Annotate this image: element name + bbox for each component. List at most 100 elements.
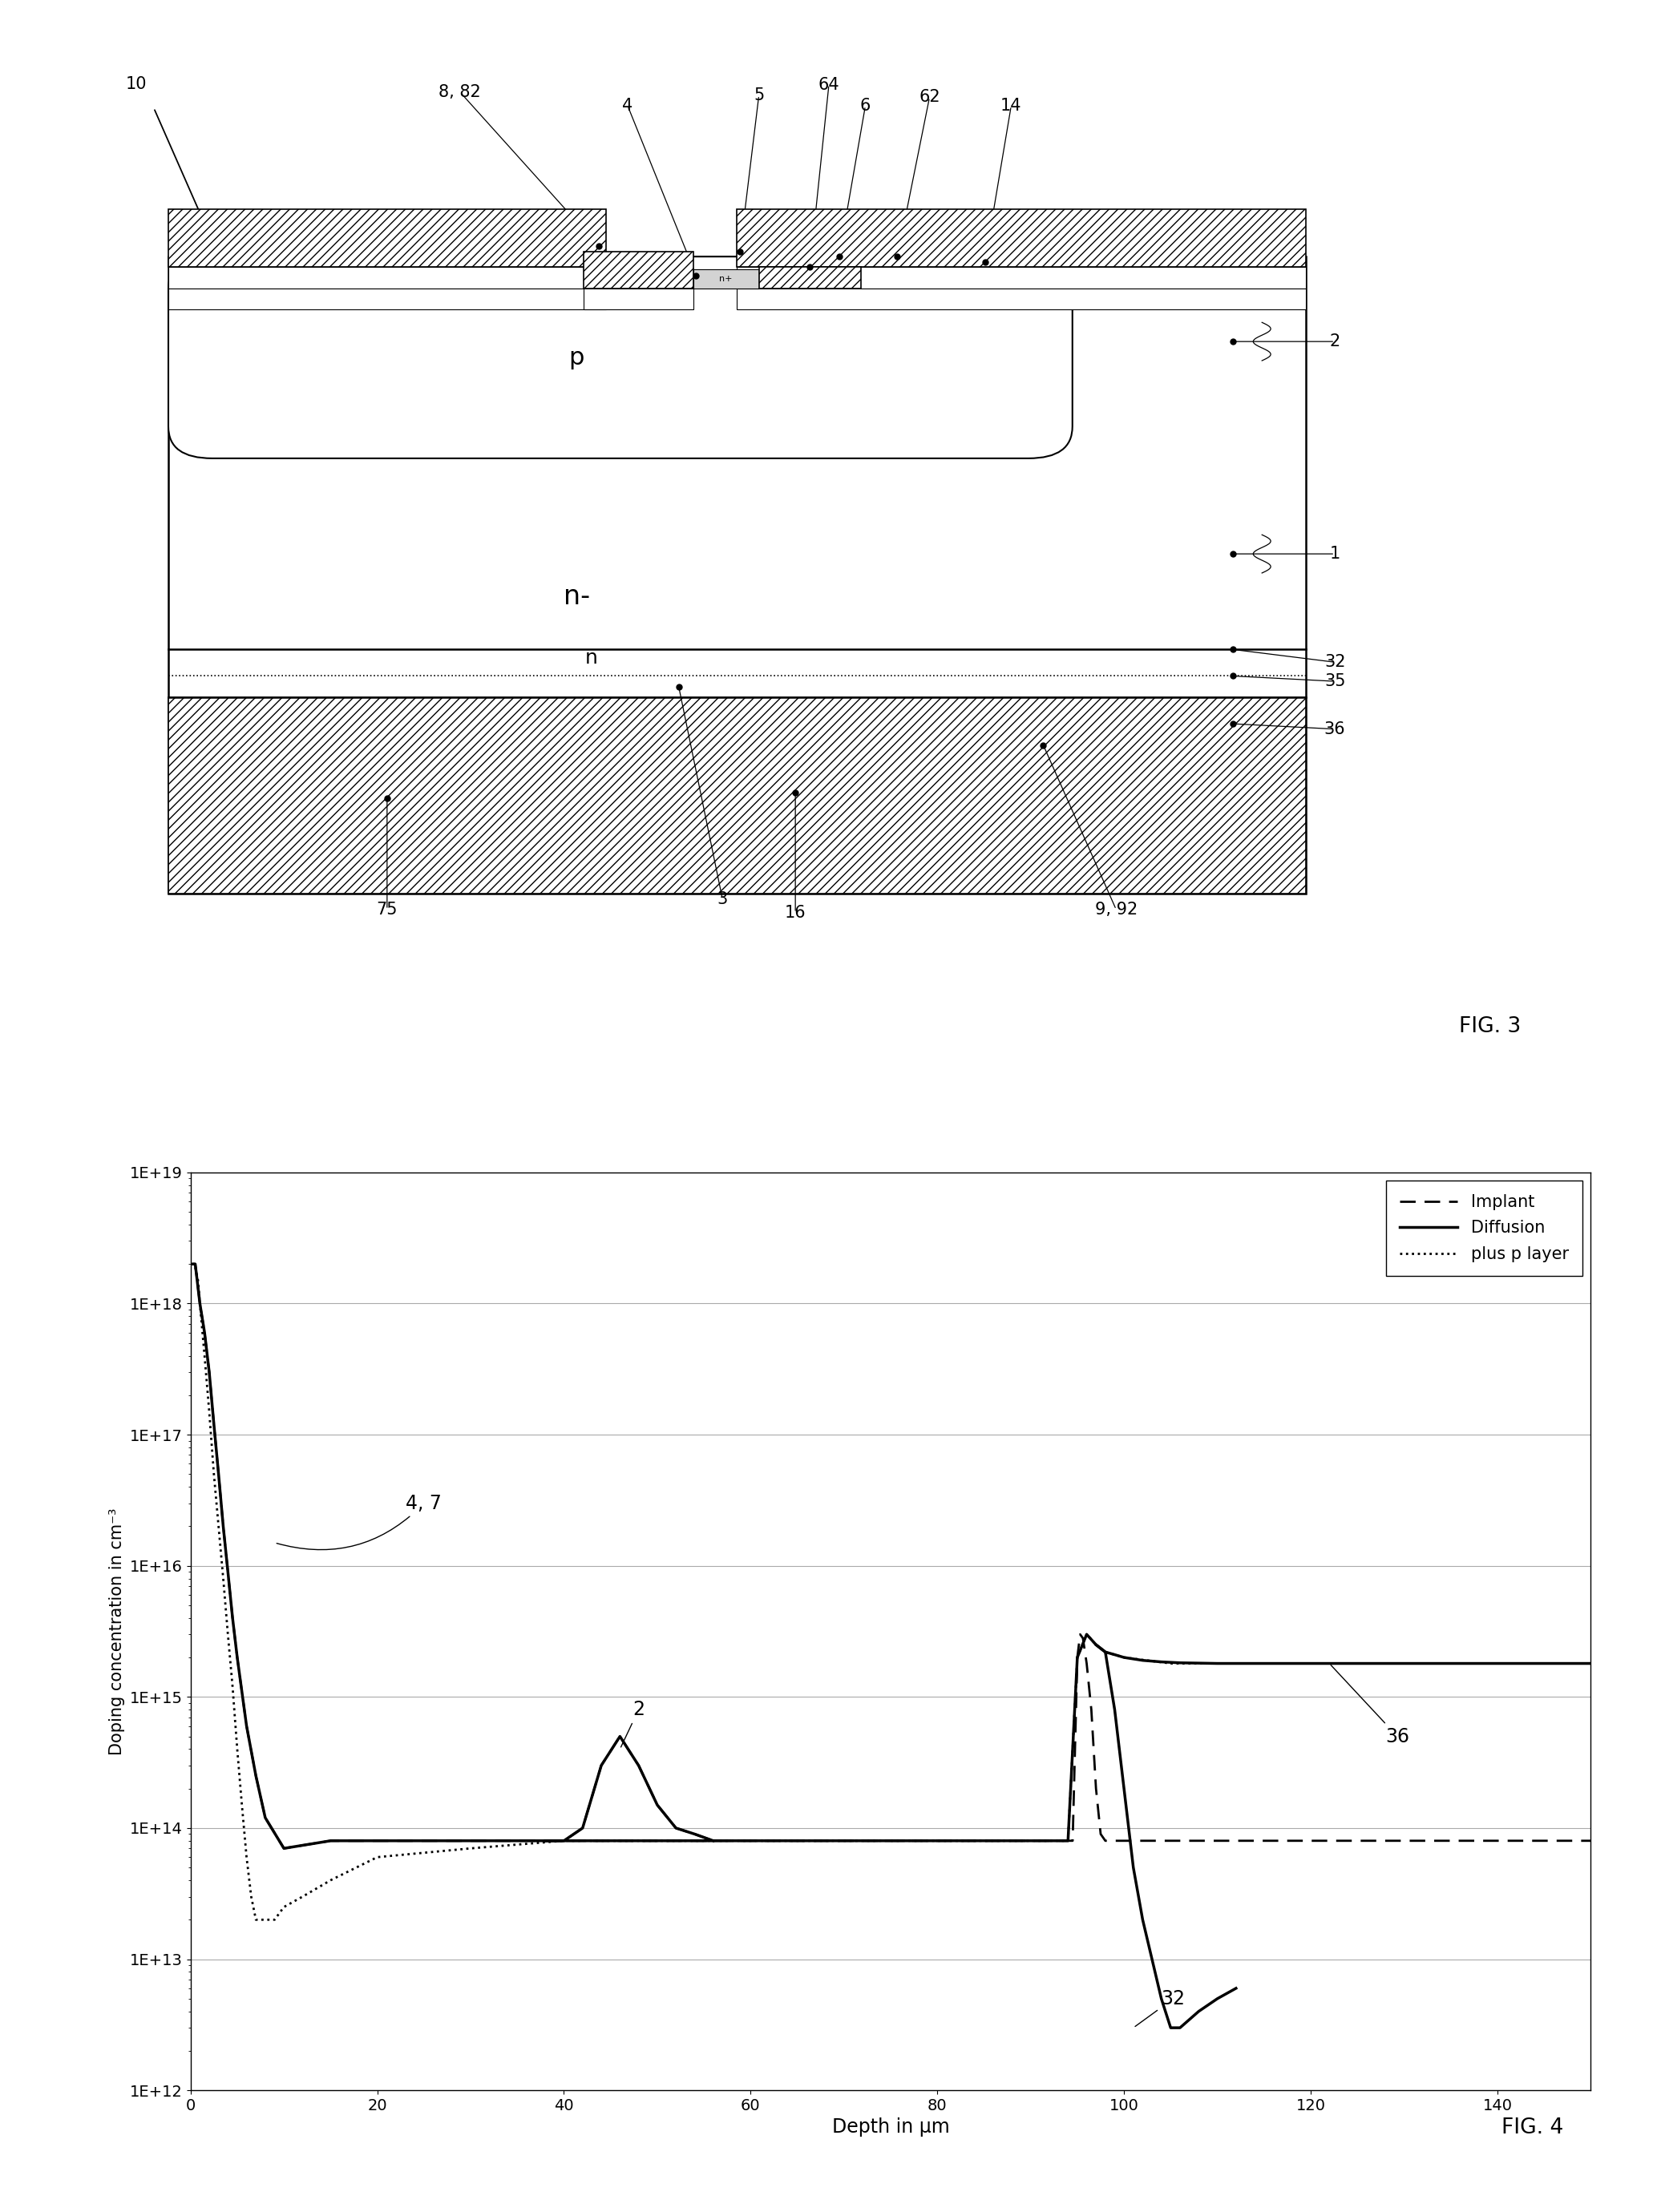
Text: 1: 1 xyxy=(1329,546,1341,562)
Bar xyxy=(583,252,693,288)
plus p layer xyxy=(1059,1827,1079,1854)
FancyBboxPatch shape xyxy=(169,257,1072,458)
plus p layer xyxy=(321,1867,341,1893)
Diffusion xyxy=(1188,1650,1208,1677)
Implant xyxy=(1394,1827,1413,1854)
Line: Implant: Implant xyxy=(194,1263,1591,1849)
plus p layer xyxy=(227,1736,247,1763)
Implant xyxy=(928,1827,948,1854)
plus p layer xyxy=(194,1343,214,1369)
plus p layer xyxy=(648,1827,668,1854)
Text: 10: 10 xyxy=(126,75,147,93)
plus p layer xyxy=(1067,1644,1087,1670)
Diffusion xyxy=(1085,1632,1105,1659)
Implant xyxy=(1002,1827,1022,1854)
Text: 62: 62 xyxy=(920,88,940,106)
plus p layer xyxy=(1581,1650,1601,1677)
plus p layer xyxy=(1039,1827,1059,1854)
Diffusion xyxy=(219,1559,239,1586)
Diffusion xyxy=(1095,1639,1115,1666)
Diffusion xyxy=(1208,1650,1228,1677)
plus p layer xyxy=(553,1827,573,1854)
Implant xyxy=(1160,1827,1180,1854)
plus p layer xyxy=(273,1893,293,1920)
Diffusion xyxy=(209,1460,229,1486)
Legend: Implant, Diffusion, plus p layer: Implant, Diffusion, plus p layer xyxy=(1385,1181,1582,1276)
Bar xyxy=(759,268,862,288)
Implant xyxy=(273,1836,293,1863)
Diffusion xyxy=(321,1827,341,1854)
Bar xyxy=(169,697,1306,894)
Implant xyxy=(227,1644,247,1670)
plus p layer xyxy=(368,1845,388,1871)
Text: FIG. 4: FIG. 4 xyxy=(1501,2117,1564,2139)
Bar xyxy=(169,208,606,268)
Diffusion xyxy=(1114,1644,1133,1670)
Diffusion xyxy=(204,1411,224,1438)
Text: 14: 14 xyxy=(1001,97,1022,113)
Diffusion xyxy=(245,1763,265,1790)
Diffusion xyxy=(1170,1650,1190,1677)
plus p layer xyxy=(209,1513,229,1540)
plus p layer xyxy=(461,1836,481,1863)
Text: n+: n+ xyxy=(719,274,732,283)
Text: 36: 36 xyxy=(1331,1666,1410,1745)
Diffusion xyxy=(184,1250,204,1276)
Implant xyxy=(1114,1827,1133,1854)
Bar xyxy=(169,288,606,310)
Text: n-: n- xyxy=(563,584,590,611)
Implant xyxy=(214,1513,234,1540)
Text: 4: 4 xyxy=(623,97,633,113)
Diffusion xyxy=(199,1358,219,1385)
Diffusion xyxy=(741,1827,761,1854)
Diffusion xyxy=(186,1250,205,1276)
Diffusion xyxy=(648,1827,668,1854)
Diffusion xyxy=(255,1805,275,1832)
Diffusion xyxy=(227,1644,247,1670)
X-axis label: Depth in μm: Depth in μm xyxy=(832,2117,949,2137)
Diffusion xyxy=(553,1827,573,1854)
Implant xyxy=(741,1827,761,1854)
Implant xyxy=(199,1358,219,1385)
Diffusion xyxy=(1347,1650,1367,1677)
Implant xyxy=(1077,1650,1097,1677)
Text: FIG. 3: FIG. 3 xyxy=(1458,1015,1521,1037)
Implant xyxy=(1095,1827,1115,1854)
Diffusion xyxy=(1581,1650,1601,1677)
plus p layer xyxy=(245,1907,265,1933)
plus p layer xyxy=(1208,1650,1228,1677)
Diffusion xyxy=(1067,1644,1087,1670)
Bar xyxy=(583,288,693,310)
Implant xyxy=(219,1559,239,1586)
Diffusion xyxy=(1301,1650,1321,1677)
Diffusion xyxy=(1039,1827,1059,1854)
plus p layer xyxy=(191,1290,210,1316)
Implant xyxy=(1085,1776,1105,1803)
Implant xyxy=(1059,1827,1079,1854)
plus p layer xyxy=(1002,1827,1022,1854)
Implant xyxy=(245,1763,265,1790)
Diffusion xyxy=(1105,1641,1125,1668)
Implant xyxy=(1062,1827,1082,1854)
Bar xyxy=(737,268,1306,288)
Diffusion xyxy=(368,1827,388,1854)
plus p layer xyxy=(1114,1644,1133,1670)
plus p layer xyxy=(237,1845,257,1871)
plus p layer xyxy=(1095,1639,1115,1666)
Implant xyxy=(321,1827,341,1854)
Text: n: n xyxy=(585,648,598,668)
plus p layer xyxy=(833,1827,853,1854)
Diffusion xyxy=(1002,1827,1022,1854)
Bar xyxy=(169,257,1306,894)
Implant xyxy=(648,1827,668,1854)
Implant xyxy=(833,1827,853,1854)
Line: Diffusion: Diffusion xyxy=(194,1263,1591,1849)
plus p layer xyxy=(741,1827,761,1854)
Text: 8, 82: 8, 82 xyxy=(439,84,481,100)
Diffusion xyxy=(1021,1827,1041,1854)
Bar xyxy=(169,268,606,288)
Text: 64: 64 xyxy=(819,77,840,93)
plus p layer xyxy=(250,1907,270,1933)
Implant xyxy=(255,1805,275,1832)
Implant xyxy=(1581,1827,1601,1854)
